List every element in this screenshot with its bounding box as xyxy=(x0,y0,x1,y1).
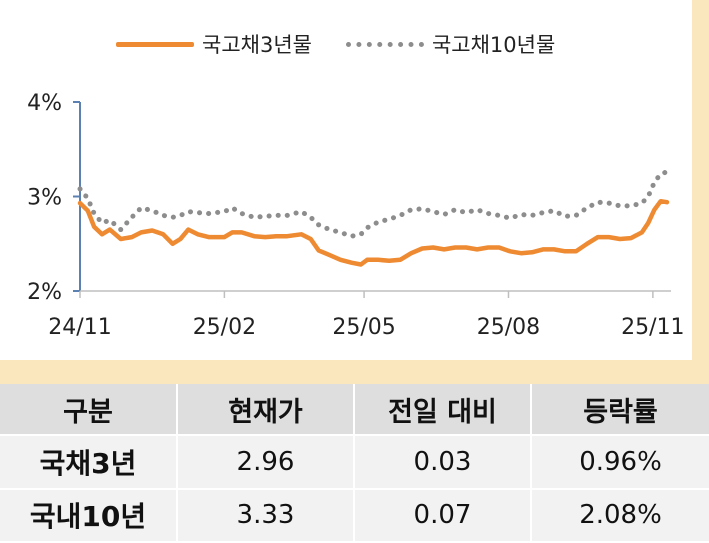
yield-table: 구분 현재가 전일 대비 등락률 국채3년 2.96 0.03 0.96% 국내… xyxy=(0,384,709,543)
current-price-cell: 3.33 xyxy=(177,488,355,543)
col-header: 전일 대비 xyxy=(354,384,532,436)
x-tick-label: 24/11 xyxy=(48,315,111,340)
legend-item-3y: 국고채3년물 xyxy=(116,29,312,59)
x-tick-label: 25/11 xyxy=(621,315,684,340)
yield-line-chart: 2% 3% 4% 24/11 25/02 25/05 25/08 25/11 xyxy=(27,91,684,340)
col-header: 현재가 xyxy=(177,384,355,436)
x-tick-label: 25/02 xyxy=(193,315,256,340)
legend-label-10y: 국고채10년물 xyxy=(431,33,556,57)
col-header: 등락률 xyxy=(531,384,709,436)
change-cell: 0.03 xyxy=(354,435,532,490)
legend-item-10y: 국고채10년물 xyxy=(345,29,556,59)
change-rate-cell: 2.08% xyxy=(531,488,709,543)
x-tick-label: 25/05 xyxy=(332,315,395,340)
chart-panel: 2% 3% 4% 24/11 25/02 25/05 25/08 25/11 국고채3년물 국… xyxy=(0,0,692,360)
y-tick-label: 2% xyxy=(27,280,62,305)
current-price-cell: 2.96 xyxy=(177,435,355,490)
legend-label-3y: 국고채3년물 xyxy=(202,33,312,57)
col-header: 구분 xyxy=(0,384,178,436)
change-rate-cell: 0.96% xyxy=(531,435,709,490)
table-row: 국채3년 2.96 0.03 0.96% xyxy=(0,435,709,490)
legend-swatch-solid xyxy=(116,41,194,47)
y-tick-label: 3% xyxy=(27,186,62,211)
series-3y-line xyxy=(77,198,670,267)
table-row: 국내10년 3.33 0.07 2.08% xyxy=(0,488,709,543)
row-label: 국채3년 xyxy=(0,435,178,490)
legend-swatch-dotted xyxy=(345,41,424,47)
chart-legend: 국고채3년물 국고채10년물 xyxy=(116,30,589,58)
y-tick-label: 4% xyxy=(27,91,62,116)
row-label: 국내10년 xyxy=(0,488,178,543)
x-tick-label: 25/08 xyxy=(477,315,540,340)
change-cell: 0.07 xyxy=(354,488,532,543)
table-header-row: 구분 현재가 전일 대비 등락률 xyxy=(0,384,709,436)
series-10y-line xyxy=(77,169,670,239)
